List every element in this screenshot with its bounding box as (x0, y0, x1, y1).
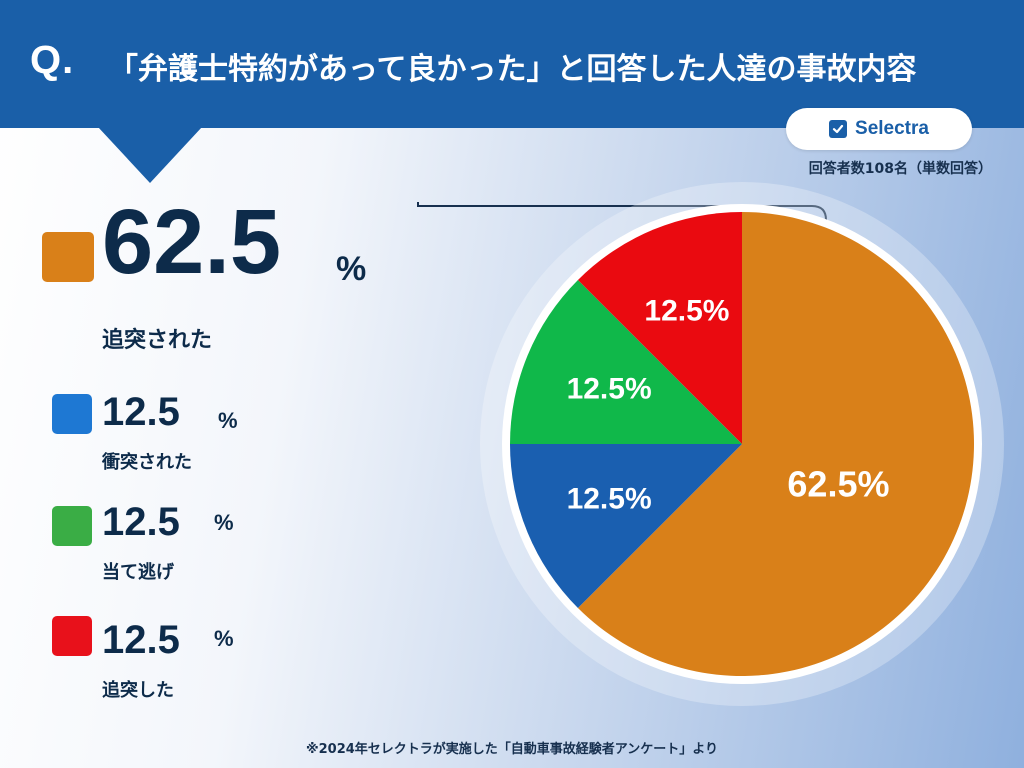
legend-item-value-2: 12.5 (102, 500, 180, 544)
pie-slice-3 (510, 279, 742, 444)
legend-item-unit-1: % (218, 408, 238, 433)
brand-name: Selectra (855, 118, 929, 139)
checkbox-icon (829, 120, 848, 138)
legend-swatch-3 (52, 616, 92, 656)
legend-main-label: 追突された (102, 328, 213, 353)
legend-item-label-1: 衝突された (102, 452, 192, 473)
legend-main-value: 62.5 (102, 191, 282, 293)
legend-main-unit: % (336, 250, 367, 288)
pie-slice-1 (577, 212, 974, 676)
pie-slice-label-4: 12.5% (644, 295, 729, 328)
header-pointer (98, 127, 202, 183)
legend-swatch-1 (52, 394, 92, 434)
pie-slice-2 (510, 444, 742, 609)
legend-item-value-1: 12.5 (102, 390, 180, 434)
question-mark-label: Q. (30, 38, 75, 82)
legend-item-label-3: 追突した (102, 680, 174, 701)
legend-item-unit-3: % (214, 626, 234, 651)
pie-slice-label-3: 12.5% (567, 372, 652, 405)
brand-badge: Selectra (786, 108, 972, 150)
respondents-note: 回答者数108名（単数回答） (808, 161, 992, 177)
pie-slice-4 (577, 212, 742, 444)
legend-item-label-2: 当て逃げ (102, 562, 174, 583)
pie-chart: 62.5% 12.5% 12.5% 12.5% (480, 182, 1004, 706)
legend-item-unit-2: % (214, 510, 234, 535)
pie-slice-label-2: 12.5% (567, 483, 652, 516)
header-banner: Q. 「弁護士特約があって良かった」と回答した人達の事故内容 (0, 0, 1024, 128)
page-title: 「弁護士特約があって良かった」と回答した人達の事故内容 (108, 52, 917, 87)
legend-swatch-main (42, 232, 94, 282)
footnote: ※2024年セレクトラが実施した「自動車事故経験者アンケート」より (305, 742, 719, 757)
pie-slice-label-1: 62.5% (787, 463, 889, 504)
legend-item-value-3: 12.5 (102, 618, 180, 662)
legend-swatch-2 (52, 506, 92, 546)
